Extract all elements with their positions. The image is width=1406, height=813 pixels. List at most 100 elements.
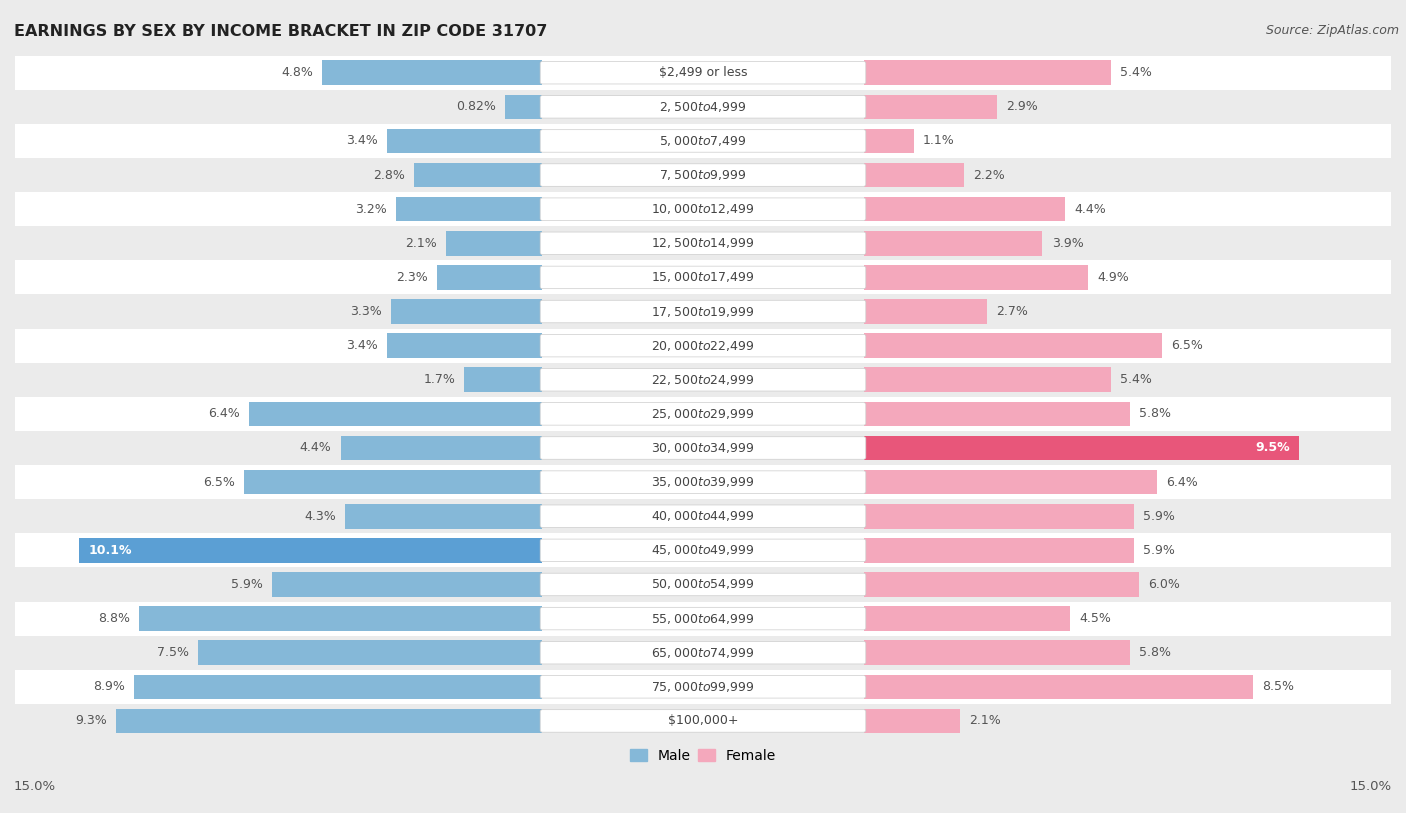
FancyBboxPatch shape — [540, 62, 866, 84]
Text: $7,500 to $9,999: $7,500 to $9,999 — [659, 168, 747, 182]
Text: 4.4%: 4.4% — [299, 441, 332, 454]
Bar — [863, 709, 960, 733]
Text: 3.4%: 3.4% — [346, 339, 377, 352]
Bar — [446, 231, 543, 255]
Bar — [863, 606, 1070, 631]
Text: $25,000 to $29,999: $25,000 to $29,999 — [651, 406, 755, 421]
FancyBboxPatch shape — [540, 198, 866, 220]
Text: 6.5%: 6.5% — [1171, 339, 1202, 352]
Text: 15.0%: 15.0% — [1350, 780, 1392, 793]
FancyBboxPatch shape — [540, 505, 866, 528]
Text: $5,000 to $7,499: $5,000 to $7,499 — [659, 134, 747, 148]
Bar — [15, 567, 1391, 602]
Bar — [391, 299, 543, 324]
Legend: Male, Female: Male, Female — [624, 743, 782, 768]
Bar — [863, 231, 1042, 255]
Bar — [139, 606, 543, 631]
Text: 8.8%: 8.8% — [97, 612, 129, 625]
Bar — [863, 572, 1139, 597]
Text: 5.4%: 5.4% — [1121, 373, 1153, 386]
Text: 2.3%: 2.3% — [396, 271, 427, 284]
Text: 5.9%: 5.9% — [1143, 510, 1175, 523]
Bar — [15, 55, 1391, 89]
FancyBboxPatch shape — [540, 96, 866, 118]
FancyBboxPatch shape — [540, 539, 866, 562]
Bar — [437, 265, 543, 289]
Text: 8.9%: 8.9% — [93, 680, 125, 693]
Bar — [387, 333, 543, 358]
FancyBboxPatch shape — [540, 641, 866, 664]
Bar — [15, 465, 1391, 499]
FancyBboxPatch shape — [540, 710, 866, 733]
Bar — [863, 299, 987, 324]
FancyBboxPatch shape — [540, 471, 866, 493]
Text: 3.2%: 3.2% — [354, 202, 387, 215]
FancyBboxPatch shape — [540, 607, 866, 630]
FancyBboxPatch shape — [540, 163, 866, 186]
Text: 6.5%: 6.5% — [204, 476, 235, 489]
FancyBboxPatch shape — [540, 232, 866, 254]
Text: 1.7%: 1.7% — [423, 373, 456, 386]
Text: 3.3%: 3.3% — [350, 305, 382, 318]
FancyBboxPatch shape — [540, 266, 866, 289]
Bar — [863, 504, 1135, 528]
Bar — [271, 572, 543, 597]
Text: $12,500 to $14,999: $12,500 to $14,999 — [651, 237, 755, 250]
Text: 2.8%: 2.8% — [373, 168, 405, 181]
FancyBboxPatch shape — [540, 437, 866, 459]
Bar — [413, 163, 543, 187]
Bar — [340, 436, 543, 460]
Text: 6.4%: 6.4% — [208, 407, 240, 420]
Bar — [15, 260, 1391, 294]
Text: 5.9%: 5.9% — [231, 578, 263, 591]
Bar — [15, 328, 1391, 363]
Text: 5.4%: 5.4% — [1121, 66, 1153, 79]
Text: 5.9%: 5.9% — [1143, 544, 1175, 557]
Text: 2.9%: 2.9% — [1005, 100, 1038, 113]
Text: 2.1%: 2.1% — [405, 237, 437, 250]
Bar — [15, 602, 1391, 636]
Bar — [395, 197, 543, 221]
Bar — [15, 363, 1391, 397]
Text: $65,000 to $74,999: $65,000 to $74,999 — [651, 646, 755, 659]
Text: 5.8%: 5.8% — [1139, 407, 1171, 420]
Bar — [245, 470, 543, 494]
FancyBboxPatch shape — [540, 334, 866, 357]
Text: $30,000 to $34,999: $30,000 to $34,999 — [651, 441, 755, 455]
Text: 3.9%: 3.9% — [1052, 237, 1084, 250]
Bar — [134, 675, 543, 699]
Text: 6.0%: 6.0% — [1147, 578, 1180, 591]
Text: 1.1%: 1.1% — [924, 134, 955, 147]
Text: 4.5%: 4.5% — [1080, 612, 1111, 625]
Text: 2.7%: 2.7% — [997, 305, 1028, 318]
Bar — [863, 163, 965, 187]
FancyBboxPatch shape — [540, 368, 866, 391]
Text: $22,500 to $24,999: $22,500 to $24,999 — [651, 373, 755, 387]
Bar — [198, 641, 543, 665]
Text: $50,000 to $54,999: $50,000 to $54,999 — [651, 577, 755, 592]
Text: 8.5%: 8.5% — [1263, 680, 1295, 693]
Bar — [863, 367, 1111, 392]
FancyBboxPatch shape — [540, 676, 866, 698]
Text: $55,000 to $64,999: $55,000 to $64,999 — [651, 611, 755, 625]
Bar — [15, 226, 1391, 260]
Bar — [15, 636, 1391, 670]
FancyBboxPatch shape — [540, 130, 866, 152]
Bar — [15, 158, 1391, 192]
Text: $20,000 to $22,499: $20,000 to $22,499 — [651, 339, 755, 353]
Bar — [15, 294, 1391, 328]
Bar — [464, 367, 543, 392]
Bar — [863, 470, 1157, 494]
Bar — [863, 197, 1066, 221]
Bar — [15, 89, 1391, 124]
Bar — [15, 533, 1391, 567]
Text: 4.8%: 4.8% — [281, 66, 314, 79]
Text: $15,000 to $17,499: $15,000 to $17,499 — [651, 271, 755, 285]
Text: 5.8%: 5.8% — [1139, 646, 1171, 659]
Text: $75,000 to $99,999: $75,000 to $99,999 — [651, 680, 755, 693]
Bar — [863, 675, 1253, 699]
Text: 9.3%: 9.3% — [75, 715, 107, 728]
Bar — [15, 704, 1391, 738]
Bar — [15, 431, 1391, 465]
Text: 4.9%: 4.9% — [1098, 271, 1129, 284]
